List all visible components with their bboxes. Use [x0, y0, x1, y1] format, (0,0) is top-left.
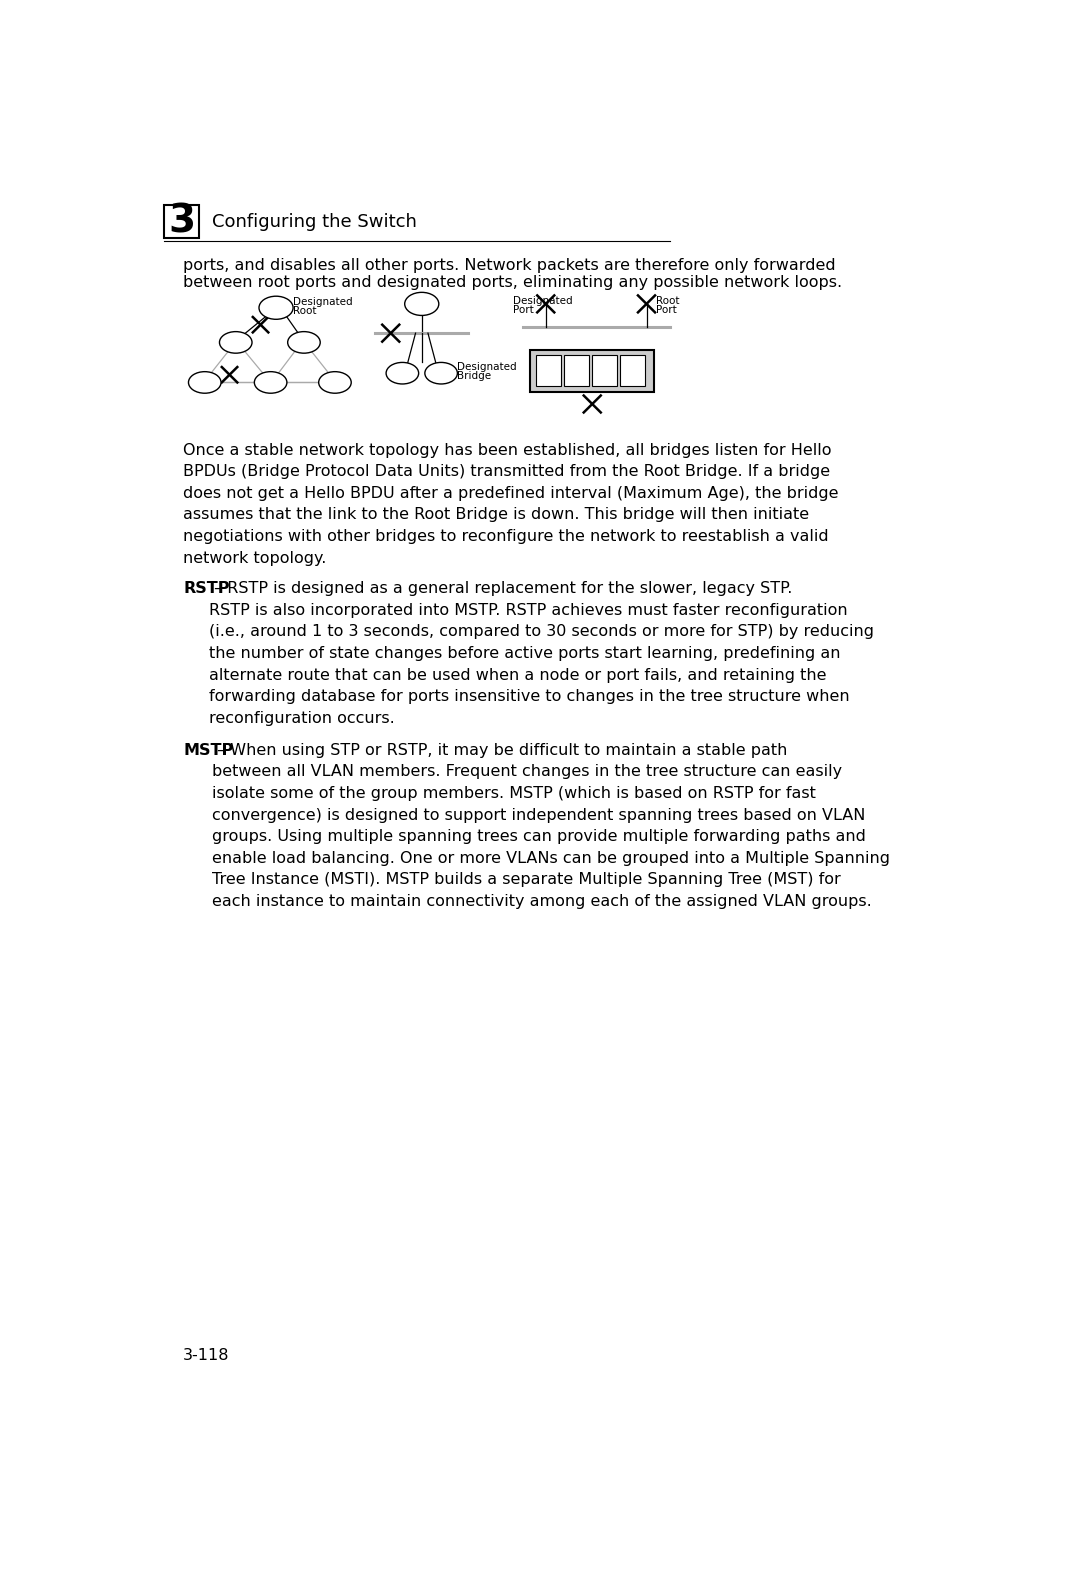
Ellipse shape [405, 292, 438, 316]
Ellipse shape [287, 331, 321, 353]
Bar [620, 355, 645, 386]
Bar [592, 355, 617, 386]
Bar [530, 350, 654, 392]
Text: Once a stable network topology has been established, all bridges listen for Hell: Once a stable network topology has been … [183, 443, 838, 565]
Bar [565, 355, 590, 386]
Ellipse shape [219, 331, 252, 353]
Text: Bridge: Bridge [458, 371, 491, 382]
Text: Configuring the Switch: Configuring the Switch [213, 212, 417, 231]
Text: ports, and disables all other ports. Network packets are therefore only forwarde: ports, and disables all other ports. Net… [183, 257, 836, 273]
Ellipse shape [424, 363, 458, 385]
Text: Designated: Designated [513, 295, 572, 306]
Text: 3-118: 3-118 [183, 1347, 230, 1363]
Ellipse shape [259, 297, 293, 319]
Text: Root: Root [656, 295, 679, 306]
Text: Port: Port [513, 305, 534, 316]
Text: Port: Port [656, 305, 676, 316]
Text: RSTP: RSTP [183, 581, 230, 597]
Text: Designated: Designated [293, 297, 353, 306]
Text: Root: Root [293, 306, 316, 316]
Bar [164, 204, 199, 239]
Text: between root ports and designated ports, eliminating any possible network loops.: between root ports and designated ports,… [183, 275, 842, 289]
Ellipse shape [189, 372, 221, 392]
Bar [537, 355, 562, 386]
Text: – RSTP is designed as a general replacement for the slower, legacy STP.
RSTP is : – RSTP is designed as a general replacem… [210, 581, 875, 725]
Ellipse shape [319, 372, 351, 392]
Ellipse shape [387, 363, 419, 385]
Text: Designated: Designated [458, 363, 517, 372]
Text: 3: 3 [167, 203, 195, 240]
Text: – When using STP or RSTP, it may be difficult to maintain a stable path
between : – When using STP or RSTP, it may be diff… [213, 743, 891, 909]
Text: MSTP: MSTP [183, 743, 233, 758]
Ellipse shape [255, 372, 287, 392]
